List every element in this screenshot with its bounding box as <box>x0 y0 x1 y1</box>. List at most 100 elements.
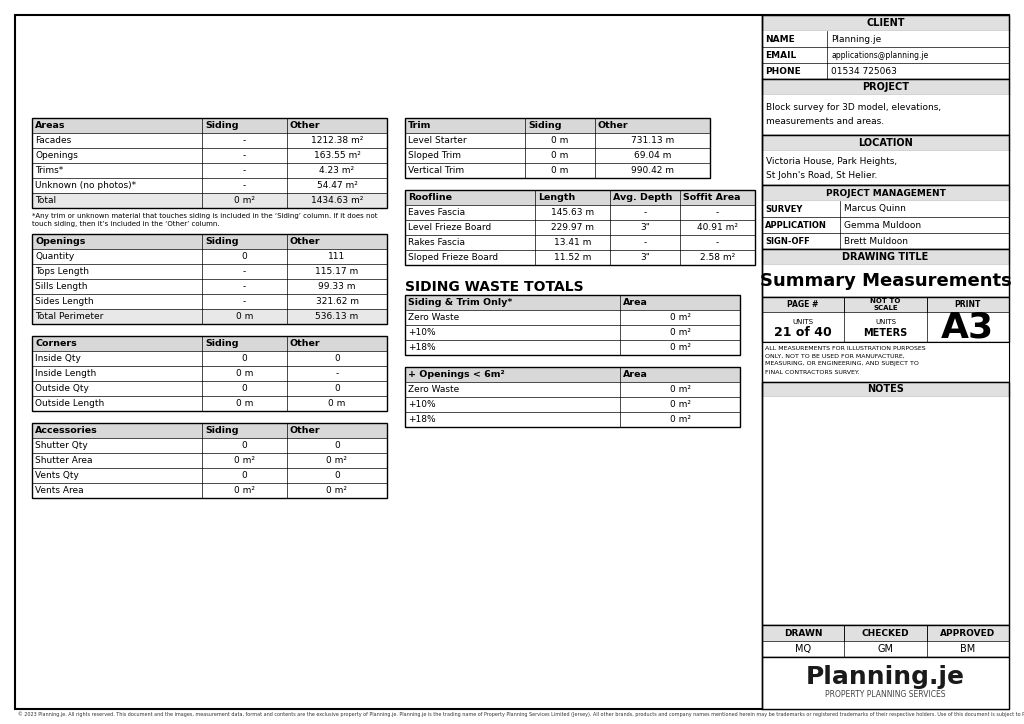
Bar <box>202 396 287 411</box>
Text: Accessories: Accessories <box>35 426 97 435</box>
Bar <box>406 163 525 178</box>
Text: Siding: Siding <box>205 339 239 348</box>
Bar <box>620 310 740 325</box>
Bar <box>762 625 1009 657</box>
Bar <box>202 133 287 148</box>
Bar <box>762 15 1009 31</box>
Bar <box>32 381 202 396</box>
Bar <box>762 233 840 249</box>
Text: Zero Waste: Zero Waste <box>408 385 459 394</box>
Bar <box>287 483 387 498</box>
Text: +18%: +18% <box>408 415 435 424</box>
Bar <box>535 220 610 235</box>
Text: NOT TO
SCALE: NOT TO SCALE <box>870 298 901 311</box>
Text: Unknown (no photos)*: Unknown (no photos)* <box>35 181 136 190</box>
Bar <box>845 312 927 342</box>
Text: 0 m: 0 m <box>236 399 253 408</box>
Text: © 2023 Planning.je. All rights reserved. This document and the images, measureme: © 2023 Planning.je. All rights reserved.… <box>18 711 1024 717</box>
Text: Trims*: Trims* <box>35 166 63 175</box>
Text: Areas: Areas <box>35 121 66 130</box>
Text: A3: A3 <box>941 310 994 344</box>
Text: +10%: +10% <box>408 328 435 337</box>
Bar <box>406 325 620 340</box>
Text: SIDING WASTE TOTALS: SIDING WASTE TOTALS <box>406 280 584 294</box>
Bar <box>762 135 1009 151</box>
Bar <box>287 234 387 249</box>
Text: Victoria House, Park Heights,: Victoria House, Park Heights, <box>766 158 897 167</box>
Text: 145.63 m: 145.63 m <box>551 208 594 217</box>
Text: Sills Length: Sills Length <box>35 282 87 291</box>
Text: Brett Muldoon: Brett Muldoon <box>844 237 908 245</box>
Text: Tops Length: Tops Length <box>35 267 89 276</box>
Text: Sloped Frieze Board: Sloped Frieze Board <box>408 253 498 262</box>
Text: 0 m²: 0 m² <box>327 486 347 495</box>
Text: 3": 3" <box>640 253 650 262</box>
Bar <box>32 366 202 381</box>
Bar <box>525 163 595 178</box>
Bar <box>287 178 387 193</box>
Text: Avg. Depth: Avg. Depth <box>613 193 673 202</box>
Bar <box>202 381 287 396</box>
Text: 0 m: 0 m <box>329 399 346 408</box>
Text: PROJECT: PROJECT <box>862 82 909 92</box>
Bar <box>32 336 387 411</box>
Bar <box>762 79 1009 135</box>
Bar <box>202 351 287 366</box>
Text: 0: 0 <box>334 441 340 450</box>
Bar <box>762 79 1009 95</box>
Text: Area: Area <box>623 298 648 307</box>
Bar <box>32 148 202 163</box>
Bar <box>535 190 610 205</box>
Bar <box>406 118 525 133</box>
Bar <box>406 295 740 355</box>
Bar <box>406 367 740 427</box>
Text: Length: Length <box>538 193 575 202</box>
Bar <box>287 133 387 148</box>
Text: Gemma Muldoon: Gemma Muldoon <box>844 221 922 230</box>
Bar <box>202 249 287 264</box>
Bar <box>32 438 202 453</box>
Text: Corners: Corners <box>35 339 77 348</box>
Text: +18%: +18% <box>408 343 435 352</box>
Text: 99.33 m: 99.33 m <box>318 282 355 291</box>
Text: NOTES: NOTES <box>867 384 904 395</box>
Text: Shutter Area: Shutter Area <box>35 456 92 465</box>
Text: 0 m²: 0 m² <box>670 400 690 409</box>
Text: Outside Qty: Outside Qty <box>35 384 89 393</box>
Bar <box>827 63 1009 79</box>
Bar <box>762 342 1009 382</box>
Bar <box>525 133 595 148</box>
Bar <box>762 249 1009 297</box>
Text: Facades: Facades <box>35 136 72 145</box>
Bar <box>202 118 287 133</box>
Text: 731.13 m: 731.13 m <box>631 136 674 145</box>
Text: 1212.38 m²: 1212.38 m² <box>311 136 364 145</box>
Bar <box>406 250 535 265</box>
Text: 0: 0 <box>242 354 248 363</box>
Bar <box>32 336 202 351</box>
Bar <box>762 185 1009 201</box>
Bar <box>827 47 1009 63</box>
Bar <box>595 163 710 178</box>
Text: Outside Length: Outside Length <box>35 399 104 408</box>
Text: PROPERTY PLANNING SERVICES: PROPERTY PLANNING SERVICES <box>825 690 946 699</box>
Text: 0: 0 <box>334 471 340 480</box>
Text: ALL MEASUREMENTS FOR ILLUSTRATION PURPOSES: ALL MEASUREMENTS FOR ILLUSTRATION PURPOS… <box>765 345 926 350</box>
Bar <box>287 294 387 309</box>
Bar <box>762 135 1009 185</box>
Text: 0 m²: 0 m² <box>670 328 690 337</box>
Bar <box>202 453 287 468</box>
Text: UNITS: UNITS <box>874 319 896 325</box>
Bar <box>927 641 1009 657</box>
Text: Openings: Openings <box>35 237 85 246</box>
Bar <box>595 118 710 133</box>
Text: Planning.je: Planning.je <box>831 35 882 43</box>
Text: Sloped Trim: Sloped Trim <box>408 151 461 160</box>
Bar <box>287 148 387 163</box>
Bar <box>762 382 1009 397</box>
Text: DRAWING TITLE: DRAWING TITLE <box>843 252 929 262</box>
Text: 0 m²: 0 m² <box>234 486 255 495</box>
Bar <box>287 438 387 453</box>
Bar <box>287 468 387 483</box>
Text: -: - <box>716 208 719 217</box>
